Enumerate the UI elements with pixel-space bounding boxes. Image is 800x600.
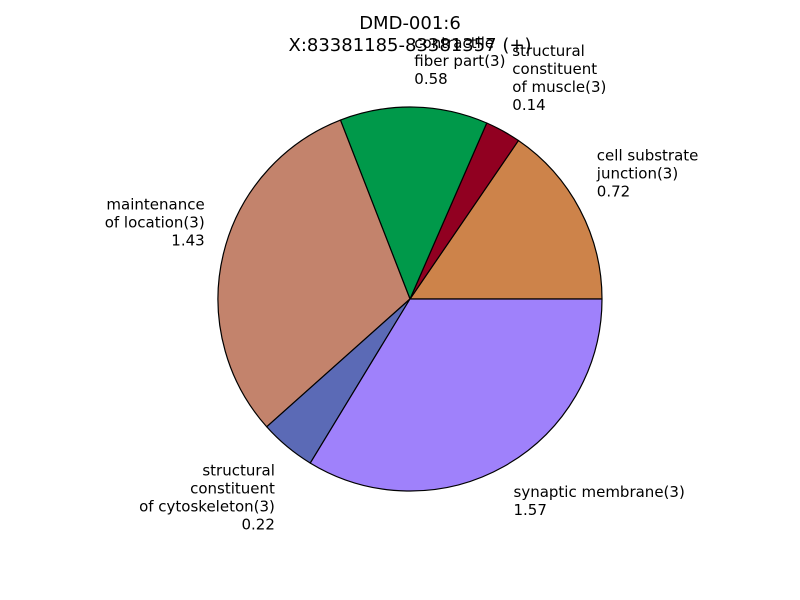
chart-title-line-2: X:83381185-83381357 (+): [289, 35, 532, 56]
pie-label-line-2-1: fiber part(3): [414, 52, 505, 70]
pie-label-value-1: 0.14: [512, 96, 545, 114]
pie-label-line-4-2: of cytoskeleton(3): [139, 497, 275, 515]
pie-label-line-1-0: structural: [512, 42, 585, 60]
pie-label-line-5-0: synaptic membrane(3): [514, 483, 685, 501]
pie-label-value-5: 1.57: [514, 501, 547, 519]
pie-label-line-4-1: constituent: [190, 479, 275, 497]
pie-label-4: structural constituent of cytoskeleton(3) 0…: [139, 461, 275, 533]
pie-label-value-3: 1.43: [171, 232, 204, 250]
pie-label-5: synaptic membrane(3) 1.57: [514, 483, 685, 519]
pie-slice-5: [309, 298, 603, 492]
pie-label-line-3-1: of location(3): [105, 214, 205, 232]
chart-title-line-1: DMD-001:6: [359, 13, 461, 34]
pie-label-line-3-0: maintenance: [106, 196, 204, 214]
pie-slices: [217, 106, 603, 492]
pie-label-line-0-1: junction(3): [596, 165, 678, 183]
pie-label-value-0: 0.72: [597, 183, 630, 201]
pie-slice-3: [217, 119, 411, 428]
pie-slice-0: [409, 139, 603, 300]
pie-label-value-4: 0.22: [241, 515, 274, 533]
pie-slice-2: [339, 106, 488, 300]
pie-label-2: contractile fiber part(3) 0.58: [414, 34, 505, 88]
pie-label-line-2-0: contractile: [414, 34, 494, 52]
pie-label-3: maintenance of location(3) 1.43: [105, 196, 205, 250]
pie-label-line-1-2: of muscle(3): [512, 78, 606, 96]
pie-label-1: structural constituent of muscle(3) 0.14: [512, 42, 606, 114]
pie-label-line-0-0: cell substrate: [597, 147, 699, 165]
pie-label-0: cell substrate junction(3) 0.72: [596, 147, 699, 201]
pie-label-line-1-1: constituent: [512, 60, 597, 78]
pie-label-line-4-0: structural: [202, 461, 275, 479]
pie-label-value-2: 0.58: [414, 70, 447, 88]
